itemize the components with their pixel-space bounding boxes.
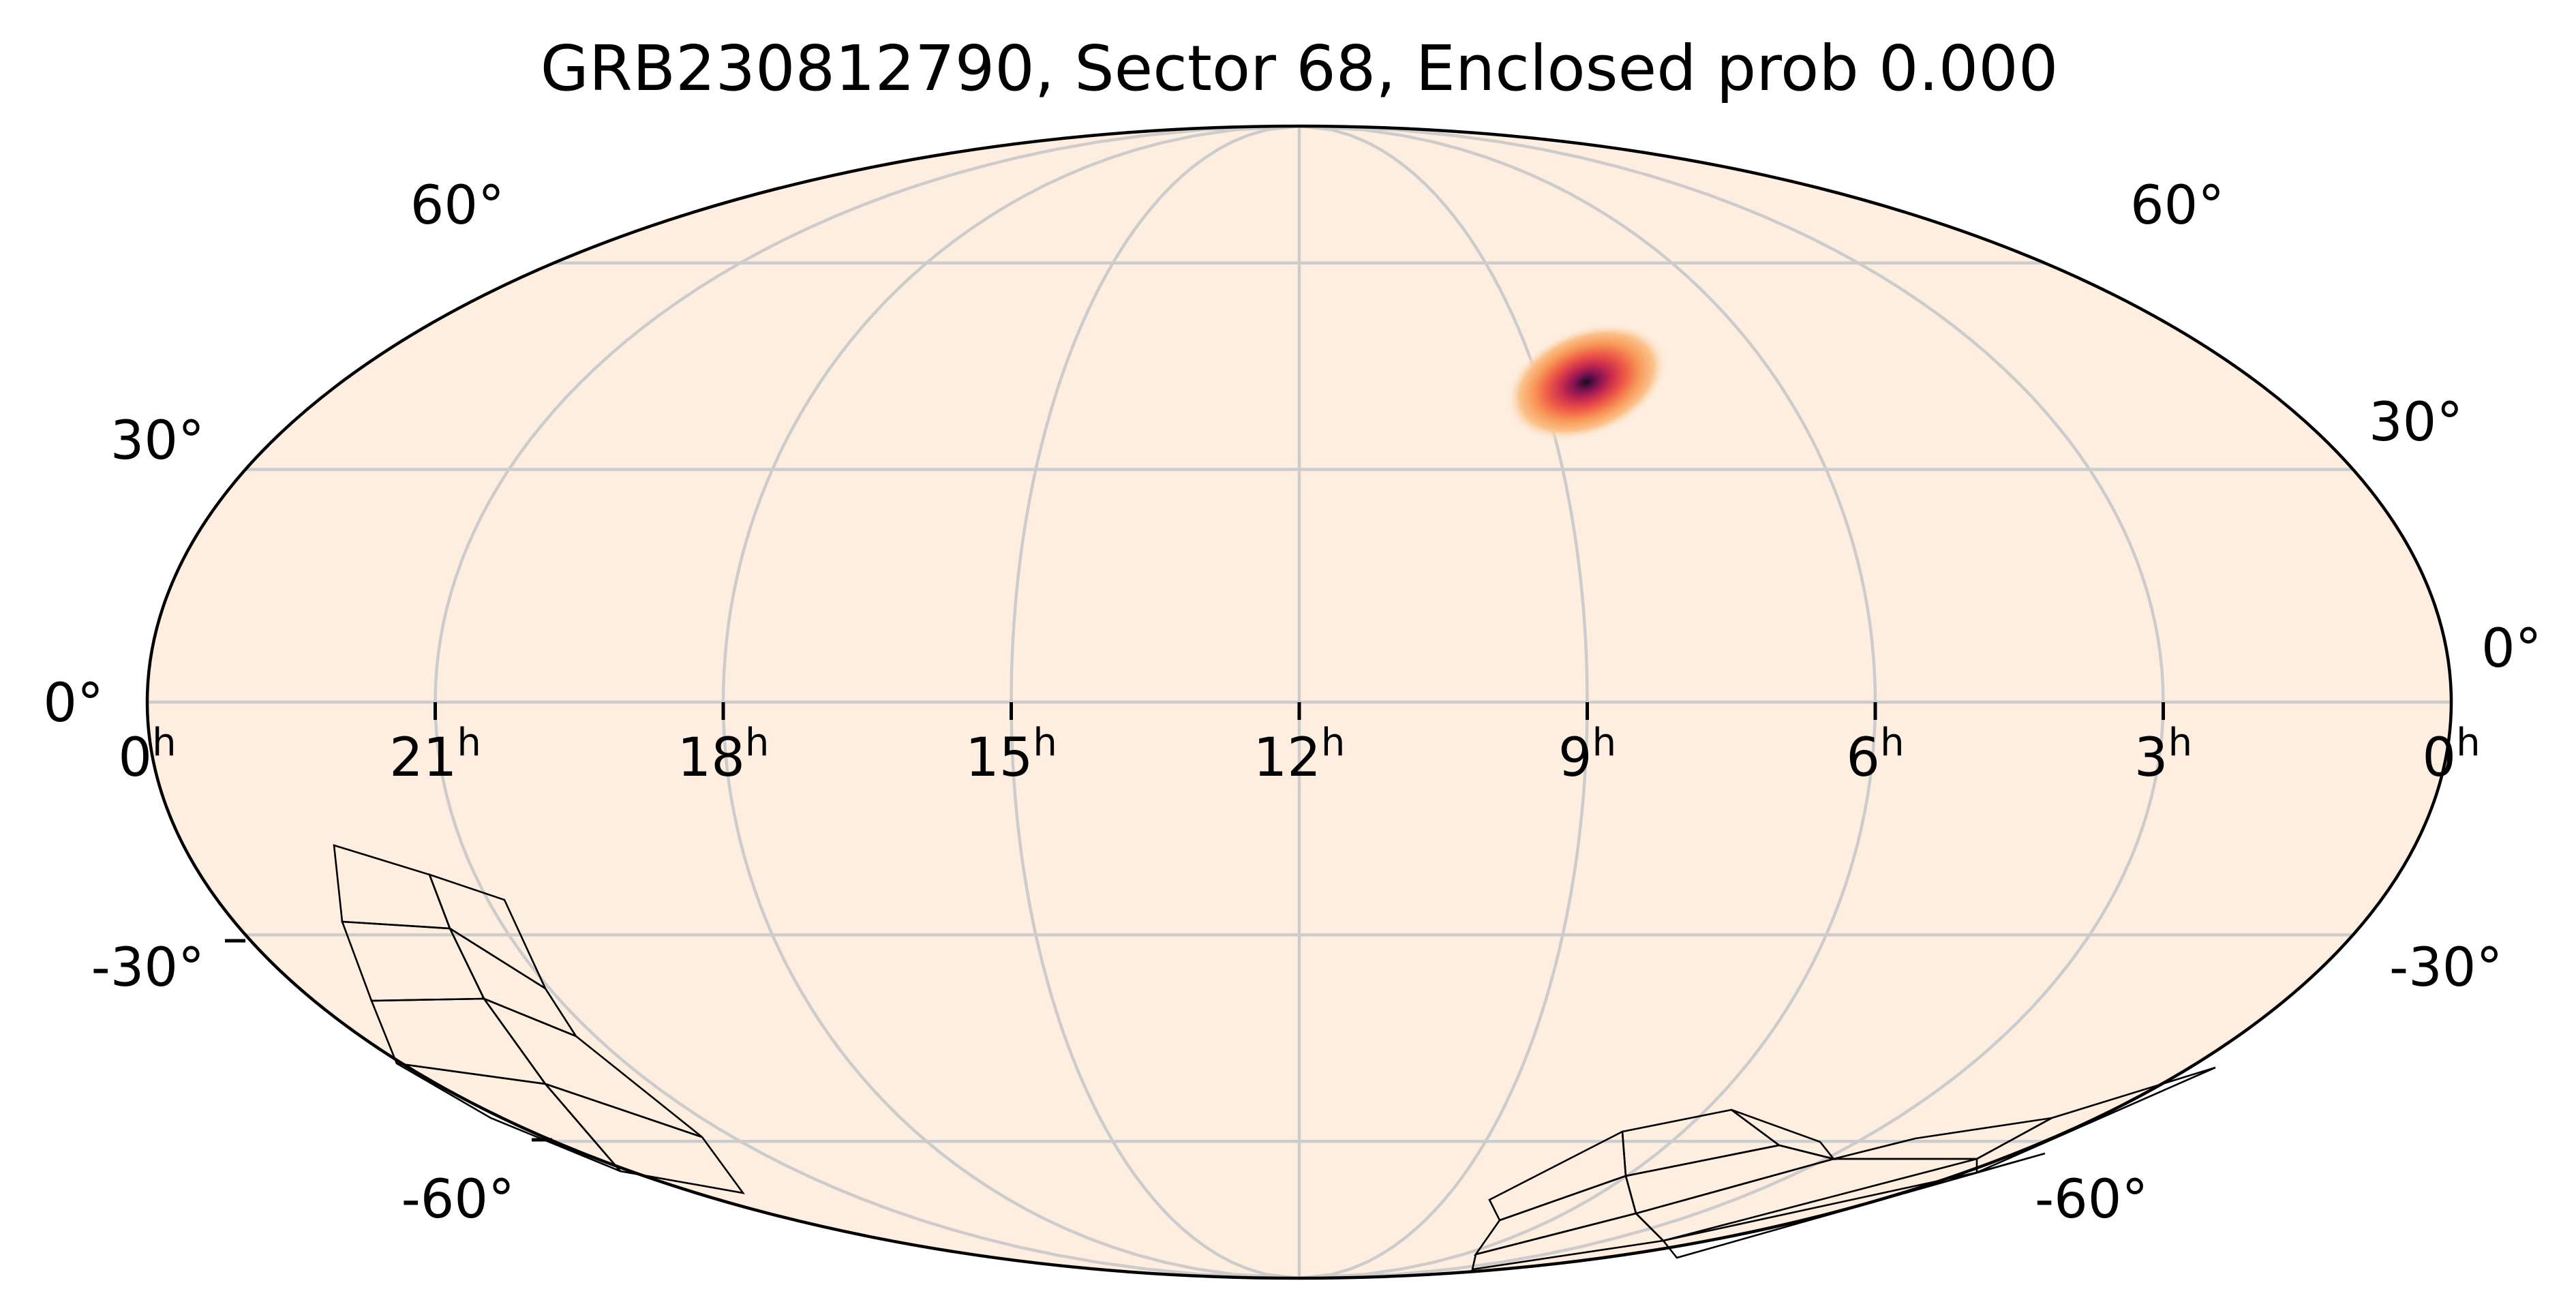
ra-tick-label: 3h [2134,721,2192,789]
dec-label-left: 60° [410,175,504,237]
tess-ccd-footprint [1661,1152,2046,1259]
chart-title: GRB230812790, Sector 68, Enclosed prob 0… [541,32,2059,105]
dec-label-right: 0° [2481,618,2542,680]
tess-ccd-footprint [542,1082,745,1194]
dec-label-left: 30° [110,410,204,472]
probability-peak [1505,322,1668,442]
tick-layer [225,702,2165,1142]
ra-tick-label: 0h [2422,721,2480,789]
dec-label-right: 30° [2369,392,2463,453]
tess-footprint-layer [333,844,2216,1271]
ra-tick-label: 12h [1254,721,1346,789]
sky-frame [145,124,2453,1280]
dec-label-right: 60° [2130,175,2224,237]
dec-label-right: -60° [2035,1169,2148,1230]
dec-label-left: -60° [401,1169,515,1230]
dec-label-left: -30° [91,937,204,999]
dec-label-left: 0° [43,673,104,734]
dec-label-right: -30° [2389,937,2502,999]
probability-heat-layer [1505,322,1668,442]
tess-ccd-footprint [1731,1108,1836,1161]
